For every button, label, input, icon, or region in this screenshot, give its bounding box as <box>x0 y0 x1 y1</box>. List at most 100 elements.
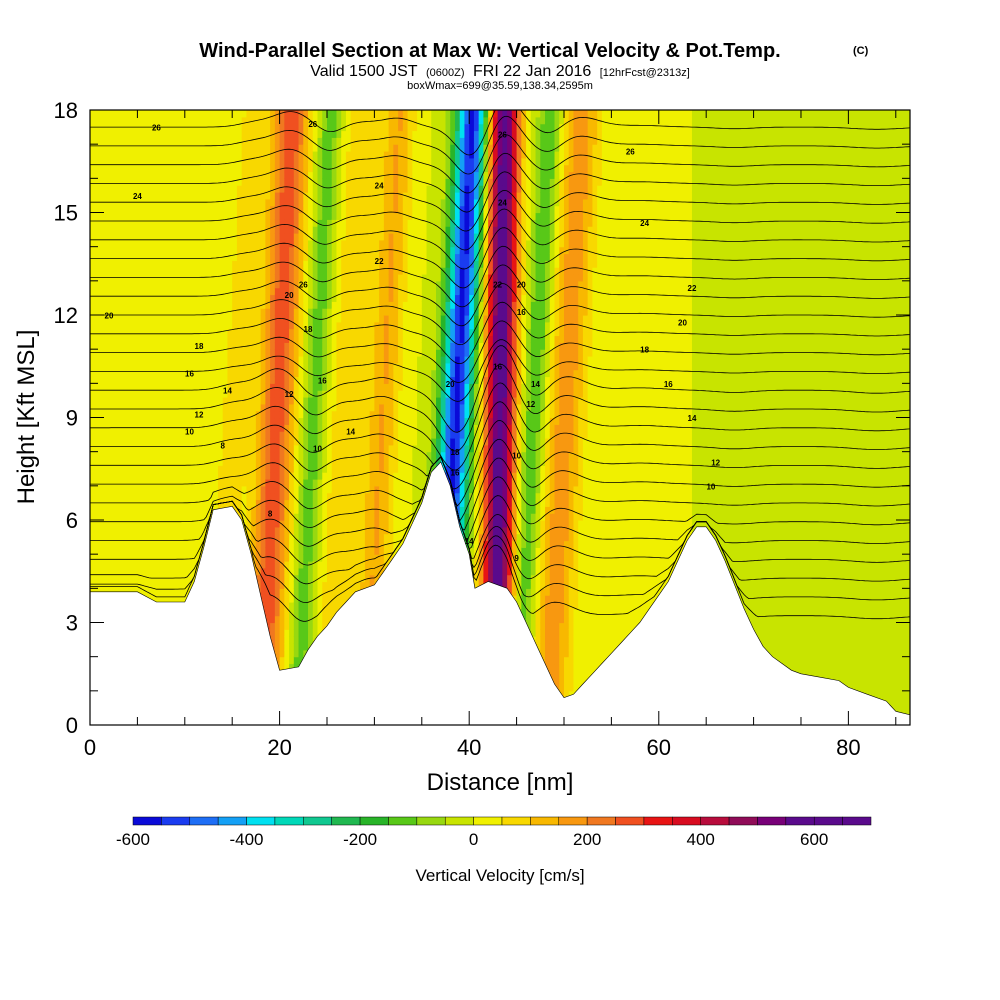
velocity-cell <box>336 274 342 282</box>
velocity-cell <box>161 520 167 528</box>
velocity-cell <box>99 458 105 466</box>
velocity-cell <box>104 246 110 255</box>
velocity-cell <box>137 506 143 514</box>
velocity-cell <box>317 321 323 330</box>
velocity-cell <box>213 431 219 439</box>
velocity-cell <box>123 315 129 323</box>
velocity-cell <box>137 356 143 364</box>
velocity-cell <box>123 246 129 255</box>
velocity-cell <box>331 308 338 316</box>
velocity-cell <box>203 246 210 255</box>
velocity-cell <box>251 116 257 125</box>
velocity-cell <box>156 588 162 596</box>
velocity-cell <box>274 294 281 302</box>
velocity-cell <box>180 212 186 220</box>
velocity-cell <box>123 444 129 453</box>
velocity-cell <box>165 151 172 159</box>
velocity-cell <box>99 212 105 220</box>
velocity-cell <box>303 595 309 603</box>
velocity-cell <box>217 390 224 398</box>
velocity-cell <box>341 485 347 494</box>
velocity-cell <box>142 479 148 487</box>
velocity-cell <box>175 137 181 145</box>
velocity-cell <box>203 233 210 241</box>
velocity-cell <box>289 615 295 624</box>
velocity-cell <box>137 417 143 425</box>
velocity-cell <box>246 444 252 453</box>
velocity-cell <box>213 383 219 391</box>
velocity-cell <box>289 629 295 637</box>
velocity-cell <box>336 438 342 446</box>
velocity-cell <box>289 383 295 391</box>
velocity-cell <box>289 588 295 596</box>
velocity-cell <box>213 178 219 186</box>
velocity-cell <box>151 219 157 227</box>
velocity-cell <box>255 554 262 562</box>
velocity-cell <box>265 198 271 207</box>
velocity-cell <box>227 253 233 261</box>
velocity-cell <box>113 390 120 398</box>
velocity-cell <box>227 376 233 384</box>
velocity-cell <box>142 444 148 453</box>
velocity-cell <box>142 554 148 562</box>
velocity-cell <box>274 567 281 576</box>
velocity-cell <box>255 458 262 466</box>
velocity-cell <box>189 451 195 460</box>
velocity-cell <box>246 123 252 132</box>
velocity-cell <box>194 144 200 152</box>
velocity-cell <box>217 110 224 118</box>
velocity-cell <box>265 567 271 576</box>
velocity-cell <box>312 417 319 425</box>
velocity-cell <box>308 287 314 296</box>
velocity-cell <box>203 164 210 173</box>
velocity-cell <box>213 267 219 275</box>
velocity-cell <box>331 369 338 378</box>
velocity-cell <box>137 205 143 214</box>
velocity-cell <box>236 349 243 357</box>
velocity-cell <box>289 233 295 241</box>
velocity-cell <box>232 164 238 173</box>
velocity-cell <box>274 123 281 132</box>
velocity-cell <box>170 157 176 166</box>
velocity-cell <box>341 253 347 261</box>
velocity-cell <box>156 287 162 296</box>
velocity-cell <box>194 116 200 125</box>
velocity-cell <box>99 233 105 241</box>
velocity-cell <box>189 492 195 501</box>
velocity-cell <box>241 198 248 207</box>
velocity-cell <box>336 554 342 562</box>
velocity-cell <box>99 253 105 261</box>
velocity-cell <box>137 444 143 453</box>
velocity-cell <box>246 116 252 125</box>
velocity-cell <box>308 458 314 466</box>
velocity-cell <box>331 417 338 425</box>
velocity-cell <box>308 424 314 432</box>
velocity-cell <box>142 116 148 125</box>
velocity-cell <box>151 260 157 268</box>
velocity-cell <box>274 403 281 412</box>
velocity-cell <box>270 335 276 343</box>
velocity-cell <box>284 533 290 542</box>
velocity-cell <box>336 513 342 521</box>
velocity-cell <box>132 554 138 562</box>
velocity-cell <box>260 424 266 432</box>
velocity-cell <box>113 151 120 159</box>
velocity-cell <box>255 444 262 453</box>
velocity-cell <box>298 581 304 589</box>
velocity-cell <box>90 451 96 460</box>
velocity-cell <box>260 574 266 583</box>
velocity-cell <box>142 390 148 398</box>
velocity-cell <box>118 253 124 261</box>
velocity-cell <box>146 151 153 159</box>
velocity-cell <box>203 362 210 371</box>
velocity-cell <box>326 144 333 152</box>
velocity-cell <box>194 465 200 473</box>
velocity-cell <box>274 561 281 569</box>
velocity-cell <box>217 274 224 282</box>
velocity-cell <box>99 526 105 535</box>
velocity-cell <box>203 212 210 220</box>
velocity-cell <box>203 492 210 501</box>
velocity-cell <box>241 233 248 241</box>
velocity-cell <box>279 547 285 555</box>
velocity-cell <box>322 451 328 460</box>
